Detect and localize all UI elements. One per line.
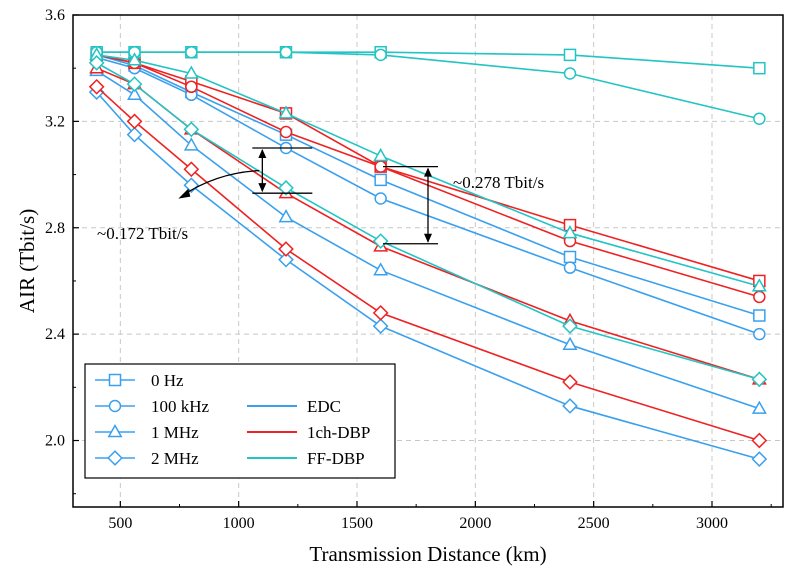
- data-point: [127, 52, 143, 66]
- x-tick-label: 500: [108, 515, 132, 532]
- data-point: [563, 261, 577, 274]
- legend-label: 100 kHz: [151, 397, 210, 416]
- y-tick-label: 2.8: [45, 220, 65, 237]
- legend-line-EDC: EDC: [247, 397, 341, 416]
- data-point: [88, 78, 105, 95]
- data-point: [374, 192, 387, 205]
- data-point: [563, 67, 577, 80]
- series-1ch-DBP-2 MHz: [88, 78, 768, 449]
- data-point: [374, 173, 387, 187]
- legend-label: EDC: [307, 397, 341, 416]
- x-tick-label: 1000: [223, 515, 255, 532]
- annotations: ~0.278 Tbit/s ~0.172 Tbit/s: [97, 147, 544, 245]
- data-point: [185, 80, 198, 94]
- data-point: [185, 45, 198, 59]
- data-point: [278, 105, 294, 119]
- data-point: [753, 112, 766, 125]
- legend-marker-triangle: 1 MHz: [95, 423, 199, 442]
- data-point: [751, 371, 768, 388]
- data-point: [563, 250, 577, 264]
- x-tick-label: 2000: [459, 515, 491, 532]
- data-point: [751, 451, 768, 467]
- data-point: [751, 278, 767, 292]
- legend-label: 1 MHz: [151, 423, 199, 442]
- data-point: [183, 65, 199, 79]
- data-point: [183, 137, 199, 151]
- data-point: [753, 61, 766, 75]
- annotation-0172: ~0.172 Tbit/s: [97, 224, 188, 243]
- data-point: [278, 251, 294, 268]
- data-point: [563, 48, 577, 62]
- arrow-head: [178, 188, 191, 199]
- plot-frame: [72, 14, 784, 508]
- data-point: [278, 241, 294, 257]
- data-point: [562, 336, 578, 351]
- data-point: [126, 113, 143, 130]
- data-point: [279, 125, 293, 139]
- data-point: [126, 126, 143, 143]
- arrow-head: [424, 233, 432, 243]
- legend-label: 2 MHz: [151, 449, 199, 468]
- axes: 500 1000 1500 2000 2500 3000 2.0 2.4 2.8 3.2 3.6: [45, 7, 772, 532]
- x-tick-label: 2500: [578, 515, 610, 532]
- legend-marker-circle: 100 kHz: [95, 397, 210, 416]
- data-point: [183, 177, 200, 194]
- data-point: [127, 86, 143, 101]
- data-point: [373, 147, 389, 162]
- data-point: [126, 76, 143, 93]
- data-point: [278, 209, 294, 223]
- x-tick-label: 3000: [696, 515, 728, 532]
- data-point: [372, 233, 389, 249]
- data-point: [183, 161, 200, 178]
- legend-marker-symbol: [108, 399, 122, 413]
- data-point: [753, 290, 766, 304]
- legend-label: 1ch-DBP: [307, 423, 370, 442]
- data-point: [562, 318, 578, 335]
- legend-line-1ch-DBP: 1ch-DBP: [247, 423, 370, 442]
- data-point: [278, 180, 294, 196]
- annotation-0172-pointer: [181, 169, 260, 197]
- annotation-0278: ~0.278 Tbit/s: [453, 173, 544, 192]
- series-FF-DBP-2 MHz: [88, 55, 768, 388]
- data-point: [183, 121, 200, 138]
- data-point: [372, 318, 389, 335]
- legend-label: 0 Hz: [151, 371, 184, 390]
- arrow-head: [258, 148, 267, 158]
- legend-marker-diamond: 2 MHz: [95, 449, 199, 468]
- y-tick-label: 2.4: [45, 326, 65, 343]
- series-FF-DBP-1 MHz: [89, 46, 767, 292]
- data-point: [562, 398, 578, 414]
- y-tick-label: 2.0: [45, 433, 65, 450]
- arrow-head: [424, 167, 432, 177]
- legend: 0 Hz 100 kHz 1 MHz 2 MHz EDC 1ch-DBP FF-DBP: [84, 363, 396, 479]
- data-point: [753, 309, 766, 322]
- data-point: [562, 225, 578, 239]
- legend-marker-symbol: [107, 450, 123, 466]
- legend-marker-symbol: [108, 373, 122, 387]
- series-group: [88, 45, 768, 467]
- legend-marker-symbol: [107, 423, 123, 438]
- y-axis-title: AIR (Tbit/s): [15, 209, 39, 313]
- data-point: [88, 55, 105, 71]
- data-point: [373, 262, 389, 276]
- y-tick-label: 3.2: [45, 113, 65, 130]
- data-point: [372, 304, 389, 321]
- arrow-head: [258, 183, 267, 193]
- legend-box: [84, 363, 396, 479]
- data-point: [374, 48, 387, 62]
- x-axis-title: Transmission Distance (km): [309, 542, 546, 566]
- data-point: [751, 400, 767, 414]
- legend-label: FF-DBP: [307, 449, 365, 468]
- series-EDC-2 MHz: [88, 84, 768, 467]
- x-tick-label: 1500: [341, 515, 373, 532]
- data-point: [562, 374, 578, 390]
- data-point: [279, 45, 293, 59]
- legend-marker-square: 0 Hz: [95, 371, 184, 390]
- legend-line-FF-DBP: FF-DBP: [247, 449, 365, 468]
- data-point: [753, 327, 766, 341]
- y-tick-label: 3.6: [45, 7, 65, 24]
- data-point: [751, 432, 768, 449]
